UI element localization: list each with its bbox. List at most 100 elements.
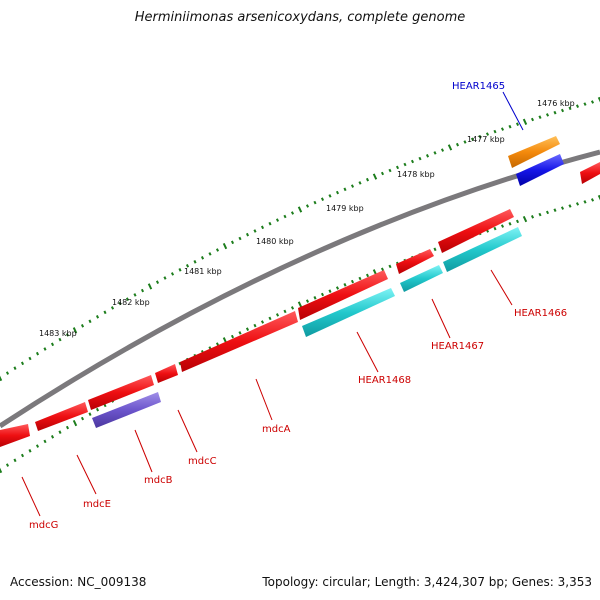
- minor-tick: [590, 100, 595, 104]
- minor-tick: [530, 215, 535, 219]
- minor-tick: [58, 430, 62, 434]
- gene-arrow-hear1465[interactable]: [508, 136, 560, 168]
- gene-arrow-hear1467[interactable]: [396, 249, 434, 274]
- minor-tick: [508, 124, 512, 129]
- minor-tick: [163, 276, 167, 280]
- minor-tick: [440, 148, 445, 152]
- minor-tick: [103, 310, 107, 315]
- minor-tick: [253, 229, 257, 233]
- minor-tick: [20, 453, 25, 458]
- minor-tick: [185, 264, 190, 268]
- gene-arrow-mdcA[interactable]: [180, 311, 298, 372]
- minor-tick: [343, 187, 347, 192]
- minor-tick: [275, 313, 280, 317]
- minor-tick: [13, 458, 17, 463]
- scale-label: 1479 kbp: [326, 204, 364, 213]
- reverse-genes: [92, 154, 564, 428]
- minor-tick: [553, 208, 557, 212]
- gene-arrow-right-edge[interactable]: [580, 162, 600, 184]
- gene-label-hear1465: HEAR1465: [452, 81, 505, 92]
- gene-arrow-mdcE[interactable]: [88, 375, 154, 410]
- minor-tick: [35, 444, 40, 448]
- minor-tick: [35, 351, 40, 356]
- minor-tick: [380, 267, 385, 272]
- minor-tick: [575, 104, 580, 108]
- minor-tick: [343, 283, 347, 287]
- minor-tick: [433, 247, 437, 252]
- minor-tick: [470, 137, 475, 142]
- gene-arrow-hear1468-b[interactable]: [302, 288, 395, 337]
- minor-tick: [455, 142, 460, 147]
- gene-arrow-hear1468[interactable]: [298, 270, 388, 320]
- major-tick: [372, 173, 378, 180]
- minor-tick: [290, 211, 295, 215]
- gene-arrow-hear1466-b[interactable]: [443, 227, 522, 272]
- minor-tick: [268, 316, 272, 321]
- minor-tick: [260, 225, 265, 230]
- minor-tick: [268, 221, 272, 226]
- gene-arrow-mdcB[interactable]: [92, 392, 161, 428]
- minor-tick: [538, 212, 542, 217]
- major-tick: [522, 215, 528, 223]
- minor-tick: [140, 288, 145, 293]
- minor-tick: [493, 226, 497, 231]
- minor-tick: [13, 366, 17, 370]
- minor-tick: [583, 200, 587, 204]
- minor-tick: [5, 463, 10, 467]
- minor-tick: [560, 108, 565, 113]
- minor-tick: [485, 132, 490, 136]
- minor-tick: [335, 286, 340, 290]
- major-tick: [597, 96, 600, 104]
- minor-tick: [58, 337, 62, 342]
- minor-tick: [313, 200, 317, 205]
- minor-tick: [358, 276, 362, 281]
- genome-backbone: [0, 149, 600, 429]
- gene-arrow-hear1466[interactable]: [438, 209, 514, 253]
- minor-tick: [560, 206, 565, 210]
- minor-tick: [28, 356, 32, 361]
- minor-tick: [575, 202, 580, 206]
- minor-tick: [365, 273, 370, 278]
- minor-tick: [350, 279, 355, 284]
- minor-tick: [568, 204, 572, 208]
- gene-arrow-mdcC[interactable]: [155, 364, 178, 383]
- minor-tick: [283, 309, 287, 314]
- minor-tick: [320, 197, 325, 201]
- major-tick: [297, 301, 303, 308]
- minor-tick: [328, 289, 332, 293]
- minor-tick: [538, 115, 542, 119]
- minor-tick: [433, 151, 437, 155]
- minor-tick: [245, 232, 250, 237]
- gene-label-hear1468: HEAR1468: [358, 375, 411, 386]
- minor-tick: [245, 327, 250, 331]
- minor-tick: [155, 280, 160, 284]
- minor-tick: [80, 324, 85, 328]
- minor-tick: [125, 297, 130, 301]
- minor-tick: [230, 240, 235, 245]
- major-tick: [222, 242, 228, 250]
- minor-tick: [530, 117, 535, 122]
- minor-tick: [515, 122, 520, 126]
- minor-tick: [478, 134, 482, 139]
- accession-text: Accession: NC_009138: [10, 575, 147, 589]
- scale-label: 1483 kbp: [39, 329, 77, 338]
- minor-tick: [395, 165, 400, 170]
- minor-tick: [283, 214, 287, 219]
- gene-arrow-mdcG[interactable]: [35, 402, 88, 431]
- minor-tick: [50, 435, 55, 439]
- minor-tick: [178, 268, 182, 272]
- gene-arrow-hear1467-b[interactable]: [400, 265, 443, 292]
- minor-tick: [583, 102, 587, 106]
- gene-arrow-hear1465-b[interactable]: [516, 154, 564, 186]
- minor-tick: [50, 342, 55, 347]
- minor-tick: [43, 347, 47, 351]
- minor-tick: [200, 256, 205, 260]
- gene-label-mdcB: mdcB: [144, 475, 173, 486]
- minor-tick: [65, 333, 70, 337]
- minor-tick: [515, 219, 520, 224]
- minor-tick: [545, 210, 550, 215]
- minor-tick: [253, 323, 257, 328]
- gene-arrow-left-edge[interactable]: [0, 424, 30, 447]
- gene-label-mdcA: mdcA: [262, 424, 291, 435]
